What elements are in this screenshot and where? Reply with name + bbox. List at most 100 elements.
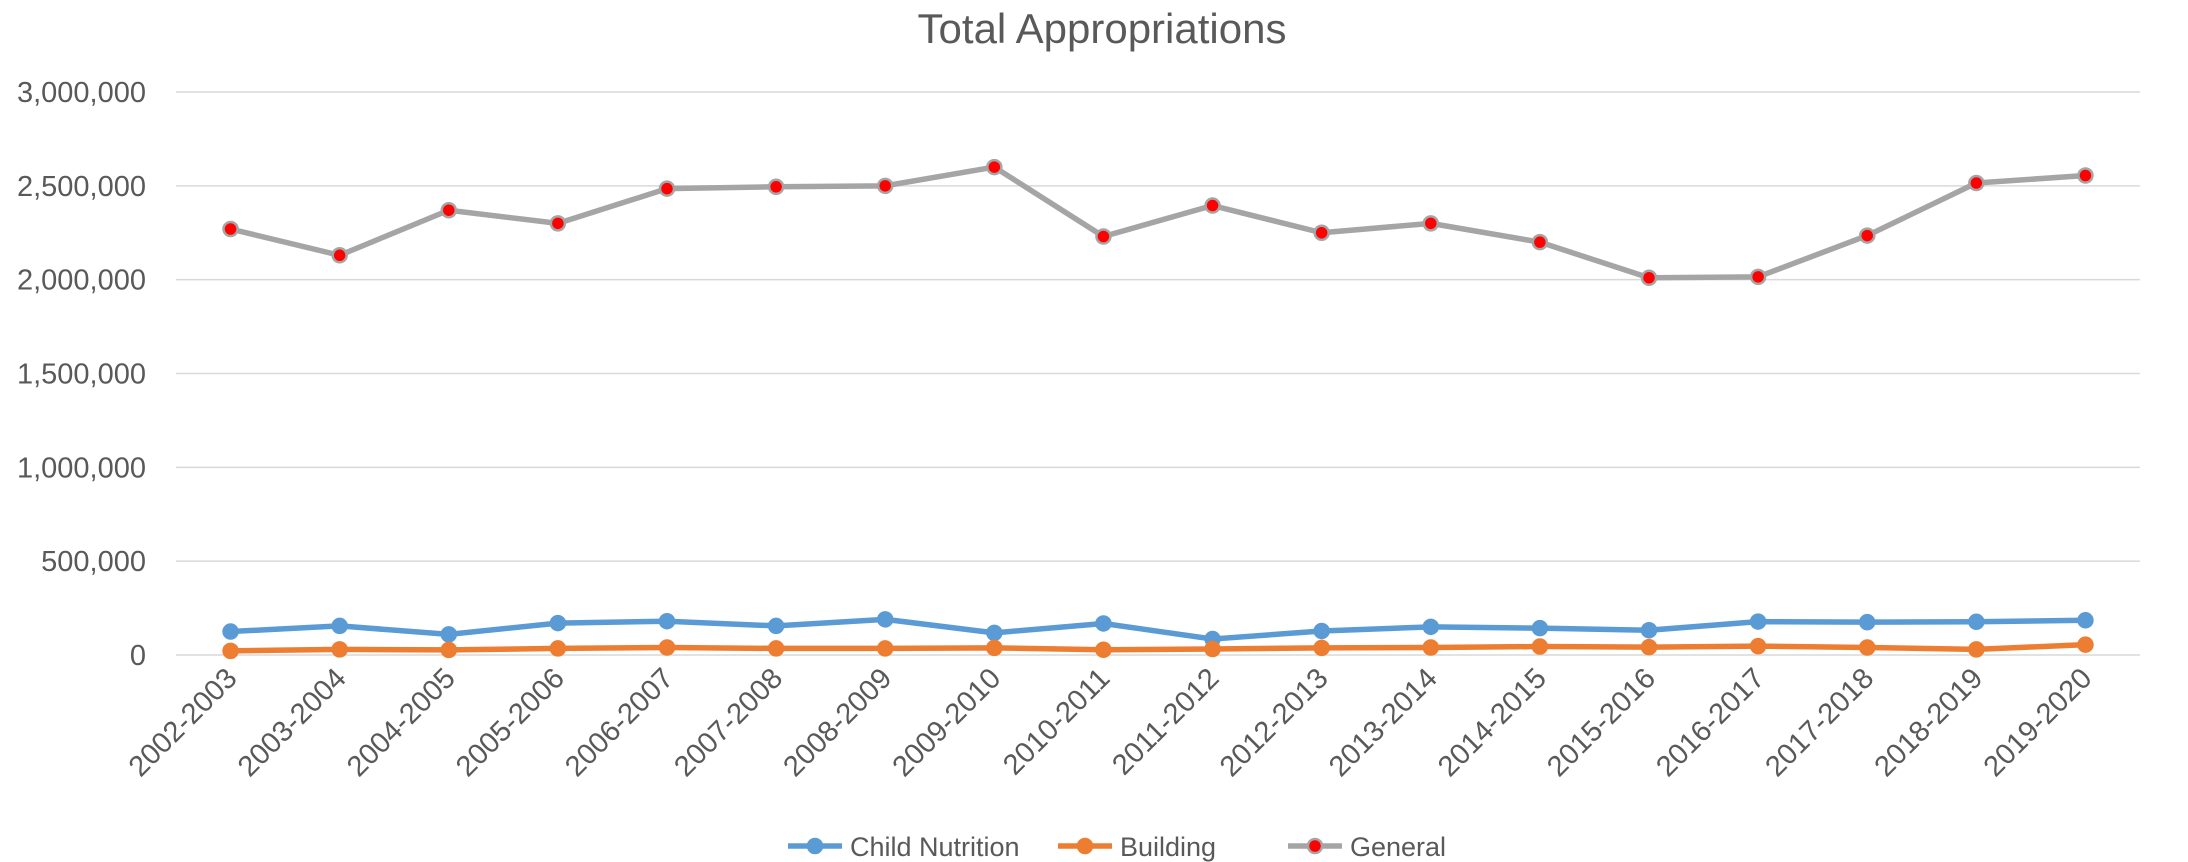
data-point-child-nutrition bbox=[1749, 613, 1767, 630]
data-point-building bbox=[2077, 636, 2094, 653]
legend-label: General bbox=[1350, 832, 1446, 862]
y-tick-label: 500,000 bbox=[41, 546, 146, 578]
data-point-general bbox=[767, 178, 785, 196]
x-axis-tick-labels: 2002-20032003-20042004-20052005-20062006… bbox=[123, 662, 2099, 783]
data-point-building bbox=[1968, 641, 1985, 658]
data-point-child-nutrition bbox=[1422, 618, 1440, 636]
x-tick-label: 2015-2016 bbox=[1541, 662, 1662, 783]
x-tick-label: 2010-2011 bbox=[997, 662, 1116, 781]
data-point-building bbox=[549, 640, 567, 657]
legend-label: Building bbox=[1120, 832, 1216, 862]
x-tick-label: 2016-2017 bbox=[1650, 662, 1771, 783]
series bbox=[222, 158, 2094, 660]
data-point-building bbox=[1095, 641, 1112, 658]
data-point-building bbox=[222, 642, 239, 660]
x-tick-label: 2002-2003 bbox=[123, 662, 244, 783]
x-tick-label: 2009-2010 bbox=[887, 662, 1008, 783]
data-point-child-nutrition bbox=[1968, 613, 1985, 631]
legend-swatch-marker bbox=[806, 837, 824, 855]
data-point-child-nutrition bbox=[658, 612, 676, 630]
data-point-general bbox=[1422, 215, 1440, 232]
data-point-general bbox=[1531, 233, 1549, 251]
data-point-building bbox=[1531, 638, 1549, 655]
x-tick-label: 2006-2007 bbox=[559, 662, 680, 783]
legend-item-general: General bbox=[1288, 832, 1446, 862]
legend-item-building: Building bbox=[1058, 832, 1216, 862]
series-child-nutrition bbox=[222, 611, 2094, 648]
x-tick-label: 2017-2018 bbox=[1759, 662, 1880, 783]
data-point-child-nutrition bbox=[1095, 615, 1112, 632]
data-point-child-nutrition bbox=[440, 626, 458, 643]
y-tick-label: 2,000,000 bbox=[17, 265, 146, 297]
series-building bbox=[222, 636, 2094, 660]
legend-swatch-marker bbox=[1306, 837, 1324, 855]
data-point-general bbox=[1858, 227, 1876, 244]
data-point-building bbox=[1858, 639, 1876, 656]
series-line-building bbox=[227, 641, 2089, 654]
data-point-child-nutrition bbox=[331, 617, 348, 635]
x-tick-label: 2013-2014 bbox=[1323, 662, 1444, 783]
data-point-building bbox=[440, 641, 458, 659]
y-tick-label: 1,000,000 bbox=[17, 452, 146, 484]
x-tick-label: 2005-2006 bbox=[450, 662, 571, 783]
data-point-building bbox=[1313, 639, 1330, 657]
data-point-building bbox=[1640, 638, 1658, 656]
data-point-child-nutrition bbox=[222, 623, 239, 640]
data-point-general bbox=[876, 177, 894, 195]
data-point-building bbox=[658, 639, 676, 656]
data-point-building bbox=[986, 639, 1003, 657]
series-line-general bbox=[227, 164, 2089, 281]
data-point-child-nutrition bbox=[986, 624, 1003, 642]
legend-swatch-marker bbox=[1076, 837, 1094, 855]
legend-label: Child Nutrition bbox=[850, 832, 1020, 862]
data-point-general bbox=[1204, 197, 1221, 214]
legend-item-child-nutrition: Child Nutrition bbox=[788, 832, 1020, 862]
data-point-child-nutrition bbox=[1640, 621, 1658, 639]
legend: Child Nutrition Building General bbox=[788, 832, 1446, 862]
data-point-child-nutrition bbox=[876, 611, 894, 628]
data-point-building bbox=[1422, 639, 1440, 656]
data-point-child-nutrition bbox=[1313, 622, 1330, 640]
y-tick-label: 0 bbox=[130, 640, 146, 672]
x-tick-label: 2012-2013 bbox=[1214, 662, 1335, 783]
data-point-child-nutrition bbox=[2077, 612, 2094, 629]
data-point-building bbox=[331, 641, 348, 658]
data-point-general bbox=[549, 215, 567, 232]
data-point-child-nutrition bbox=[549, 614, 567, 632]
chart-title: Total Appropriations bbox=[918, 5, 1287, 52]
data-point-building bbox=[876, 640, 894, 657]
data-point-general bbox=[222, 220, 239, 238]
data-point-general bbox=[2077, 167, 2094, 184]
data-point-general bbox=[1968, 174, 1985, 192]
series-line-child-nutrition bbox=[227, 616, 2089, 642]
x-tick-label: 2007-2008 bbox=[668, 662, 789, 783]
x-tick-label: 2014-2015 bbox=[1432, 662, 1553, 783]
data-point-child-nutrition bbox=[1858, 613, 1876, 631]
y-tick-label: 2,500,000 bbox=[17, 171, 146, 203]
data-point-building bbox=[1204, 640, 1221, 658]
data-point-general bbox=[1749, 268, 1767, 286]
data-point-general bbox=[331, 247, 348, 264]
data-point-general bbox=[658, 180, 676, 197]
series-general bbox=[222, 158, 2094, 287]
data-point-child-nutrition bbox=[1531, 619, 1549, 637]
data-point-building bbox=[1749, 637, 1767, 655]
data-point-general bbox=[440, 201, 458, 219]
data-point-general bbox=[1640, 269, 1658, 287]
data-point-general bbox=[1095, 228, 1112, 245]
y-tick-label: 1,500,000 bbox=[17, 359, 146, 391]
y-tick-label: 3,000,000 bbox=[17, 77, 146, 109]
data-point-child-nutrition bbox=[767, 617, 785, 635]
x-tick-label: 2004-2005 bbox=[341, 662, 462, 783]
x-tick-label: 2018-2019 bbox=[1869, 662, 1990, 783]
y-axis-tick-labels: 0 500,000 1,000,000 1,500,000 2,000,000 2,500… bbox=[17, 77, 146, 672]
x-tick-label: 2019-2020 bbox=[1978, 662, 2099, 783]
x-tick-label: 2011-2012 bbox=[1106, 662, 1225, 781]
data-point-general bbox=[986, 158, 1003, 176]
x-tick-label: 2003-2004 bbox=[232, 662, 353, 783]
x-tick-label: 2008-2009 bbox=[777, 662, 898, 783]
data-point-general bbox=[1313, 224, 1330, 241]
data-point-building bbox=[767, 640, 785, 657]
